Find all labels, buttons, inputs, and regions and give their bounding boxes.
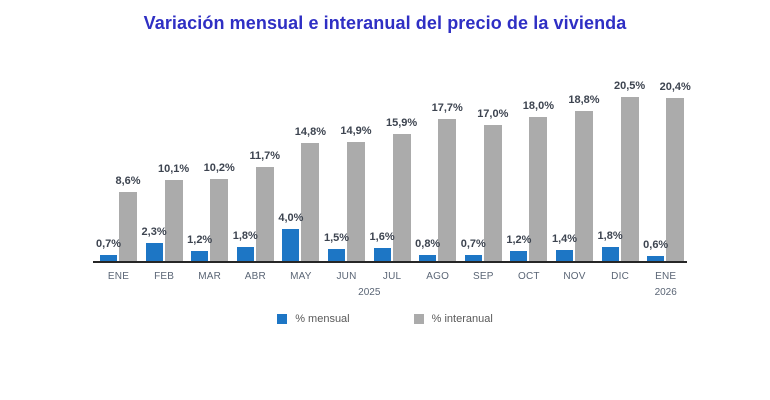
value-label-mensual: 0,8% (415, 237, 441, 250)
value-label-interanual: 15,9% (385, 116, 418, 129)
bar-mensual (647, 256, 665, 263)
x-axis-tick-label: ENE (655, 271, 677, 282)
value-label-interanual: 10,1% (157, 163, 190, 176)
bar-interanual (529, 117, 548, 263)
bar-interanual (255, 167, 274, 263)
bar-mensual (282, 229, 300, 263)
x-axis-tick-label: NOV (563, 271, 586, 282)
bar-interanual (620, 97, 639, 263)
bar-interanual (347, 141, 365, 263)
value-label-interanual: 20,4% (659, 80, 691, 93)
value-label-interanual: 11,7% (249, 150, 281, 163)
bar-mensual (328, 249, 345, 263)
value-label-interanual: 20,5% (613, 80, 646, 92)
x-axis-tick-label: JUN (336, 271, 357, 282)
legend-swatch-mensual-icon (277, 314, 288, 324)
bar-interanual (392, 133, 411, 263)
x-axis-year-label: 2025 (358, 287, 381, 298)
legend-label-mensual: % mensual (295, 313, 350, 325)
x-axis-tick-label: ABR (244, 271, 266, 282)
value-label-interanual: 8,6% (115, 175, 141, 188)
value-label-interanual: 17,7% (431, 102, 463, 115)
bar-mensual (464, 255, 482, 263)
value-label-mensual: 0,7% (95, 238, 122, 251)
bar-interanual (164, 180, 183, 263)
value-label-interanual: 14,8% (294, 125, 326, 138)
bar-mensual (100, 255, 117, 263)
value-label-interanual: 14,9% (340, 124, 372, 137)
bar-mensual (419, 254, 437, 263)
value-label-mensual: 0,6% (643, 239, 669, 252)
value-label-interanual: 10,2% (203, 162, 235, 175)
x-axis-tick-label: SEP (472, 271, 494, 282)
bar-interanual (575, 110, 593, 263)
legend: % mensual % interanual (0, 313, 770, 325)
bar-interanual (483, 125, 502, 263)
x-axis-line (93, 261, 687, 263)
x-axis-tick-label: ENE (107, 271, 130, 282)
bar-mensual (191, 251, 209, 263)
value-label-mensual: 0,7% (460, 238, 486, 251)
bar-interanual (438, 119, 457, 263)
value-label-mensual: 1,8% (232, 229, 258, 242)
x-axis-tick-label: DIC (611, 271, 629, 282)
x-axis-year-label: 2026 (654, 287, 677, 298)
x-axis-tick-label: OCT (518, 271, 540, 282)
x-axis-tick-label: MAR (198, 271, 222, 282)
value-label-mensual: 1,2% (187, 234, 213, 247)
value-label-mensual: 4,0% (278, 212, 304, 224)
bar-interanual (119, 192, 137, 263)
bar-mensual (236, 246, 254, 263)
bar-mensual (556, 249, 573, 263)
value-label-mensual: 1,4% (551, 232, 578, 245)
x-axis-tick-label: FEB (154, 271, 175, 282)
x-axis-tick-label: MAY (290, 271, 312, 282)
bar-interanual (210, 179, 229, 263)
value-label-mensual: 1,5% (323, 232, 350, 244)
legend-swatch-interanual-icon (413, 314, 424, 324)
x-axis-tick-label: AGO (426, 271, 450, 282)
value-label-interanual: 18,0% (522, 100, 554, 112)
bar-interanual (666, 97, 685, 263)
bar-interanual (301, 142, 320, 263)
value-label-interanual: 18,8% (568, 93, 600, 106)
value-label-mensual: 1,8% (597, 229, 623, 242)
value-label-interanual: 17,0% (477, 108, 509, 120)
legend-item-mensual: % mensual (277, 313, 350, 325)
bar-mensual (145, 242, 163, 263)
bar-mensual (510, 251, 528, 263)
value-label-mensual: 2,3% (141, 225, 167, 238)
value-label-mensual: 1,6% (369, 231, 395, 244)
x-axis-tick-label: JUL (382, 271, 402, 282)
bar-mensual (601, 246, 619, 263)
bar-mensual (373, 248, 391, 263)
value-label-mensual: 1,2% (506, 234, 532, 247)
legend-item-interanual: % interanual (413, 313, 493, 325)
legend-label-interanual: % interanual (431, 313, 493, 325)
chart-title: Variación mensual e interanual del preci… (143, 13, 627, 33)
